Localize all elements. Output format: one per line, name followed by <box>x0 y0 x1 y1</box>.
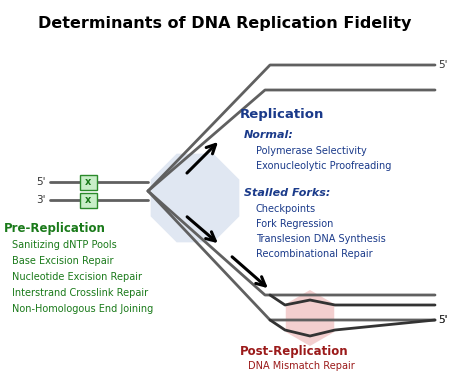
Text: 5': 5' <box>438 60 447 70</box>
Text: Translesion DNA Synthesis: Translesion DNA Synthesis <box>256 234 386 244</box>
Text: Polymerase Selectivity: Polymerase Selectivity <box>256 146 367 156</box>
Text: 3': 3' <box>36 195 46 205</box>
Text: Exonucleolytic Proofreading: Exonucleolytic Proofreading <box>256 161 392 171</box>
Polygon shape <box>286 290 334 346</box>
Text: Recombinational Repair: Recombinational Repair <box>256 249 373 259</box>
Text: Determinants of DNA Replication Fidelity: Determinants of DNA Replication Fidelity <box>38 16 412 31</box>
Text: Replication: Replication <box>240 108 324 121</box>
Text: Nucleotide Excision Repair: Nucleotide Excision Repair <box>12 272 142 282</box>
Text: 5': 5' <box>438 315 447 325</box>
Text: Fork Regression: Fork Regression <box>256 219 333 229</box>
Text: Normal:: Normal: <box>244 130 294 140</box>
Text: 5': 5' <box>36 177 46 187</box>
Text: Sanitizing dNTP Pools: Sanitizing dNTP Pools <box>12 240 117 250</box>
Text: Stalled Forks:: Stalled Forks: <box>244 188 330 198</box>
Text: Checkpoints: Checkpoints <box>256 204 316 214</box>
Polygon shape <box>151 154 239 242</box>
Text: Non-Homologous End Joining: Non-Homologous End Joining <box>12 304 153 314</box>
Text: Base Excision Repair: Base Excision Repair <box>12 256 113 266</box>
Text: 5': 5' <box>438 315 447 325</box>
Text: x: x <box>85 177 91 187</box>
Text: Pre-Replication: Pre-Replication <box>4 222 106 235</box>
FancyBboxPatch shape <box>80 174 96 190</box>
Text: x: x <box>85 195 91 205</box>
Text: DNA Mismatch Repair: DNA Mismatch Repair <box>248 361 355 371</box>
Text: Interstrand Crosslink Repair: Interstrand Crosslink Repair <box>12 288 148 298</box>
Text: Post-Replication: Post-Replication <box>240 345 349 358</box>
FancyBboxPatch shape <box>80 193 96 207</box>
